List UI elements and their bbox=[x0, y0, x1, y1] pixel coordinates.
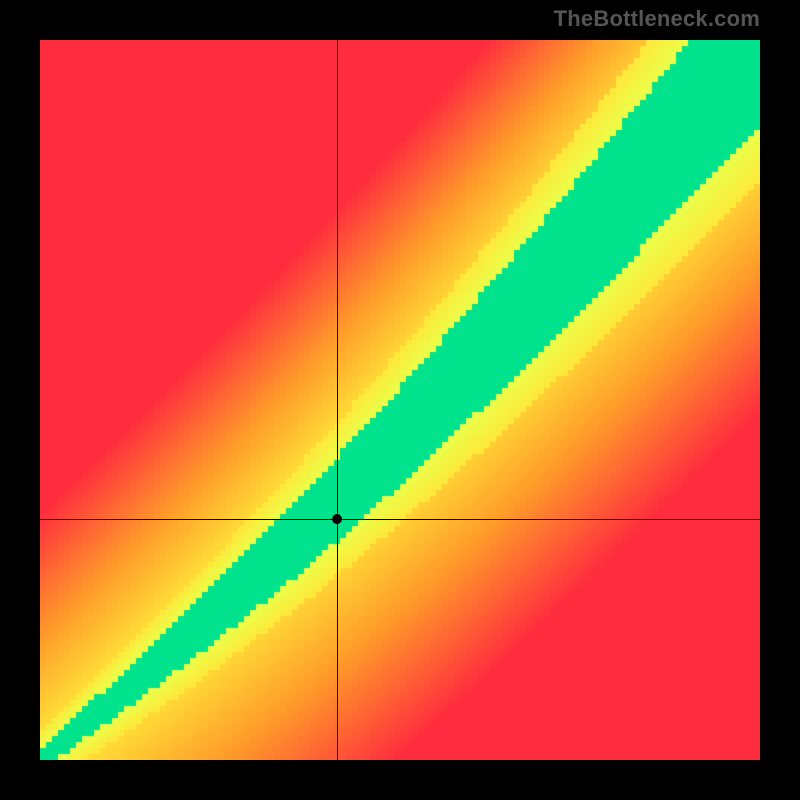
heatmap-canvas bbox=[40, 40, 760, 760]
heatmap-chart bbox=[40, 40, 760, 760]
watermark-text: TheBottleneck.com bbox=[554, 6, 760, 32]
crosshair-vertical bbox=[337, 40, 338, 760]
crosshair-marker bbox=[332, 514, 342, 524]
crosshair-horizontal bbox=[40, 519, 760, 520]
